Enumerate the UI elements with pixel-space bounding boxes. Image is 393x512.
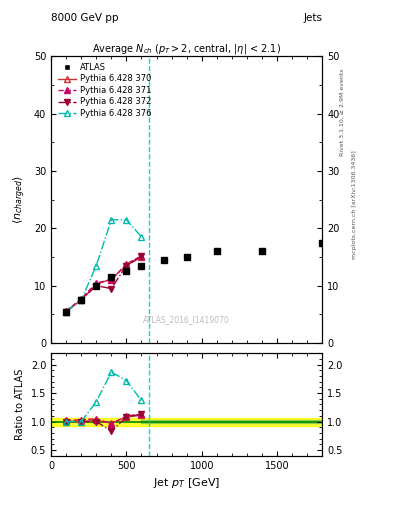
Pythia 6.428 376 bbox=[109, 217, 114, 223]
Pythia 6.428 376 bbox=[94, 263, 99, 269]
Pythia 6.428 371 bbox=[94, 280, 99, 286]
Pythia 6.428 371 bbox=[139, 253, 144, 259]
Pythia 6.428 370 bbox=[109, 276, 114, 282]
X-axis label: Jet $p_T$ [GeV]: Jet $p_T$ [GeV] bbox=[153, 476, 220, 490]
Text: Rivet 3.1.10, ≥ 2.9M events: Rivet 3.1.10, ≥ 2.9M events bbox=[340, 69, 345, 157]
Y-axis label: Ratio to ATLAS: Ratio to ATLAS bbox=[15, 369, 25, 440]
Pythia 6.428 372 bbox=[94, 283, 99, 289]
Line: Pythia 6.428 371: Pythia 6.428 371 bbox=[63, 253, 144, 314]
Text: ATLAS_2016_I1419070: ATLAS_2016_I1419070 bbox=[143, 315, 230, 325]
Pythia 6.428 372 bbox=[79, 297, 84, 303]
Pythia 6.428 371 bbox=[64, 308, 68, 314]
Pythia 6.428 370 bbox=[94, 282, 99, 288]
Pythia 6.428 370 bbox=[64, 308, 68, 314]
Pythia 6.428 371 bbox=[79, 296, 84, 302]
Title: Average $N_{ch}$ ($p_T$$>$2, central, $|\eta|$ < 2.1): Average $N_{ch}$ ($p_T$$>$2, central, $|… bbox=[92, 42, 281, 56]
Pythia 6.428 372 bbox=[109, 286, 114, 292]
Text: mcplots.cern.ch [arXiv:1306.3436]: mcplots.cern.ch [arXiv:1306.3436] bbox=[352, 151, 357, 259]
Pythia 6.428 371 bbox=[124, 261, 129, 267]
Pythia 6.428 372 bbox=[64, 308, 68, 314]
Legend: ATLAS, Pythia 6.428 370, Pythia 6.428 371, Pythia 6.428 372, Pythia 6.428 376: ATLAS, Pythia 6.428 370, Pythia 6.428 37… bbox=[55, 60, 154, 120]
Pythia 6.428 376 bbox=[124, 217, 129, 223]
Pythia 6.428 371 bbox=[109, 277, 114, 283]
Pythia 6.428 372 bbox=[124, 263, 129, 269]
Pythia 6.428 372 bbox=[139, 253, 144, 259]
Pythia 6.428 376 bbox=[139, 234, 144, 240]
Y-axis label: $\langle n_{charged} \rangle$: $\langle n_{charged} \rangle$ bbox=[12, 175, 28, 224]
Line: Pythia 6.428 376: Pythia 6.428 376 bbox=[63, 217, 144, 314]
Pythia 6.428 370 bbox=[79, 297, 84, 303]
Line: Pythia 6.428 370: Pythia 6.428 370 bbox=[63, 254, 144, 314]
Pythia 6.428 376 bbox=[64, 308, 68, 314]
Text: 8000 GeV pp: 8000 GeV pp bbox=[51, 13, 119, 23]
Text: Jets: Jets bbox=[303, 13, 322, 23]
Line: Pythia 6.428 372: Pythia 6.428 372 bbox=[63, 253, 144, 314]
Pythia 6.428 376 bbox=[79, 297, 84, 303]
Pythia 6.428 370 bbox=[139, 254, 144, 260]
Pythia 6.428 370 bbox=[124, 263, 129, 269]
